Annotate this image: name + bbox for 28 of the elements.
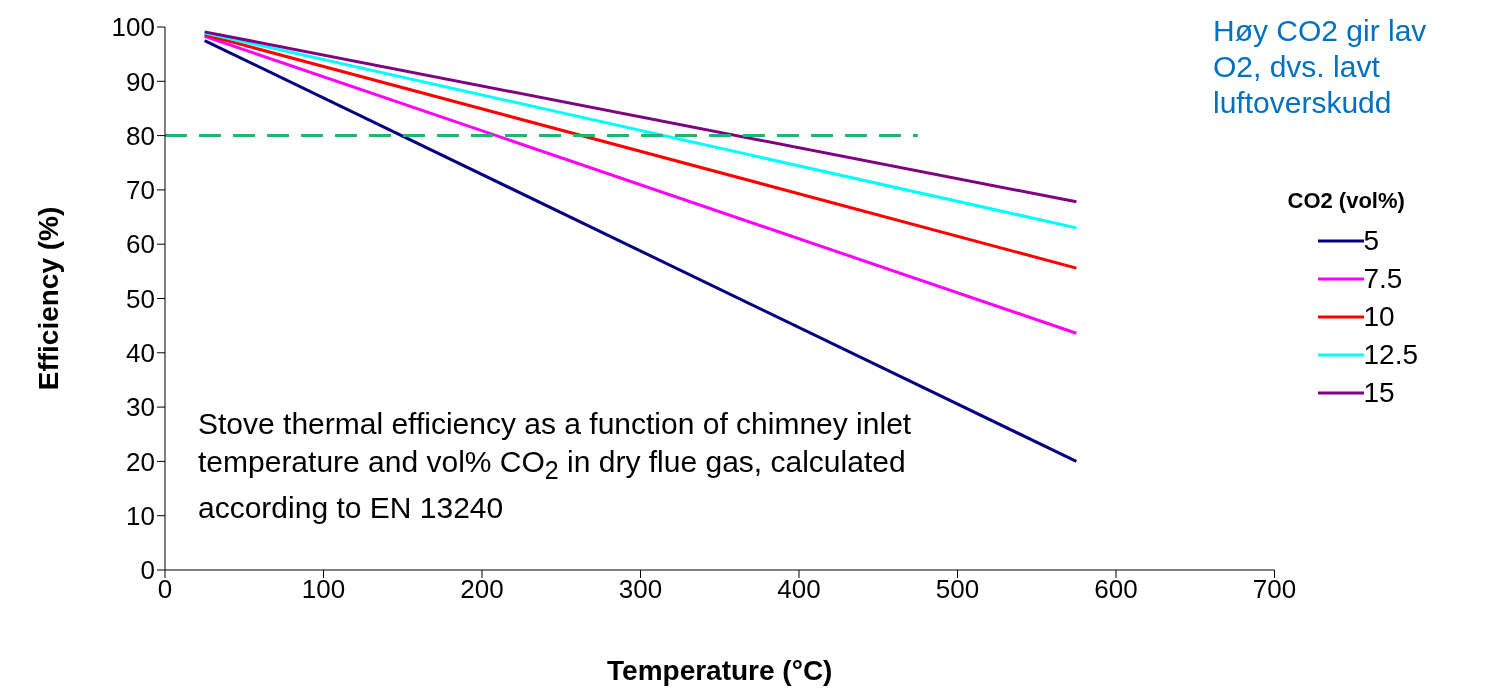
y-tick-label: 30 <box>126 392 155 423</box>
y-tick-label: 60 <box>126 229 155 260</box>
x-tick-label: 700 <box>1252 574 1297 605</box>
y-tick-label: 90 <box>126 66 155 97</box>
legend-label: 5 <box>1363 225 1380 257</box>
x-tick-label: 100 <box>301 574 346 605</box>
legend-label: 15 <box>1363 377 1395 409</box>
x-tick-label: 200 <box>460 574 504 605</box>
legend-label: 10 <box>1363 301 1395 333</box>
annotation: Høy CO2 gir lav O2, dvs. lavt luftoverskudd <box>1213 13 1428 121</box>
legend-label: 7.5 <box>1363 263 1403 295</box>
y-tick-label: 70 <box>126 175 155 206</box>
x-tick-label: 300 <box>618 574 663 605</box>
y-tick-label: 40 <box>126 338 155 369</box>
x-tick-label: 600 <box>1094 574 1138 605</box>
x-axis-title: Temperature (°C) <box>607 655 833 686</box>
legend-title: CO2 (vol%) <box>1287 188 1406 214</box>
y-axis-title: Efficiency (%) <box>32 206 64 391</box>
text: Stove thermal efficiency as a function of chimney inlet temperature and vol% CO$_{2}$ in dry flue gas, calculated according to EN 13240 <box>198 407 912 524</box>
x-tick-label: 500 <box>935 574 980 605</box>
x-tick-label: 400 <box>777 574 821 605</box>
y-tick-label: 80 <box>126 120 155 151</box>
y-tick-label: 10 <box>126 500 155 531</box>
legend-label: 12.5 <box>1363 339 1418 371</box>
y-tick-label: 50 <box>126 283 155 314</box>
y-tick-label: 100 <box>111 12 155 43</box>
y-tick-label: 20 <box>126 446 155 477</box>
y-tick-label: 0 <box>140 555 155 586</box>
